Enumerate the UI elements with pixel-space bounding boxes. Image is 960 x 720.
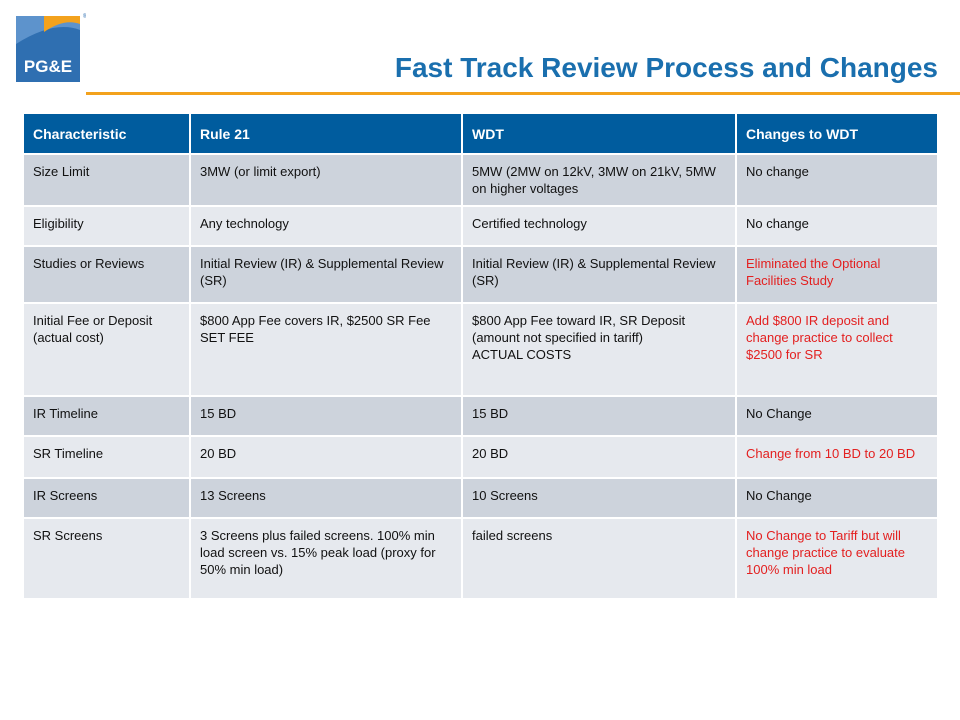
comparison-table: Characteristic Rule 21 WDT Changes to WD… <box>24 114 939 600</box>
cell-changes: No Change <box>736 478 939 519</box>
cell-characteristic: IR Timeline <box>24 396 191 437</box>
cell-characteristic: Eligibility <box>24 206 191 247</box>
cell-rule21-line: 3MW (or limit export) <box>200 164 321 179</box>
cell-rule21: Any technology <box>190 206 463 247</box>
cell-wdt: Initial Review (IR) & Supplemental Revie… <box>462 246 737 304</box>
cell-changes: No Change <box>736 396 939 437</box>
cell-wdt: 5MW (2MW on 12kV, 3MW on 21kV, 5MW on hi… <box>462 154 737 207</box>
cell-changes: No change <box>736 206 939 247</box>
table-row: SR Timeline 20 BD 20 BD Change from 10 BD t… <box>24 436 939 479</box>
column-header-characteristic: Characteristic <box>24 114 191 155</box>
cell-characteristic: SR Timeline <box>24 436 191 479</box>
cell-wdt: 10 Screens <box>462 478 737 519</box>
cell-wdt-line: $800 App Fee toward IR, SR Deposit (amou… <box>472 313 686 345</box>
cell-wdt-line: 10 Screens <box>472 488 538 503</box>
cell-characteristic: Initial Fee or Deposit (actual cost) <box>24 303 191 397</box>
table-row: Initial Fee or Deposit (actual cost) $800… <box>24 303 939 397</box>
title-divider <box>86 92 960 95</box>
cell-rule21-line: Any technology <box>200 216 289 231</box>
cell-wdt-line: 15 BD <box>472 406 509 421</box>
cell-wdt-line: ACTUAL COSTS <box>472 347 572 362</box>
cell-wdt-line: 20 BD <box>472 446 509 461</box>
page-title: Fast Track Review Process and Changes <box>394 52 938 83</box>
cell-changes: Eliminated the Optional Facilities Study <box>736 246 939 304</box>
column-header-changes: Changes to WDT <box>736 114 939 155</box>
table-row: IR Timeline 15 BD 15 BD No Change <box>24 396 939 437</box>
cell-characteristic: Studies or Reviews <box>24 246 191 304</box>
column-header-rule21: Rule 21 <box>190 114 463 155</box>
cell-wdt-line: Certified technology <box>472 216 587 231</box>
cell-rule21: Initial Review (IR) & Supplemental Revie… <box>190 246 463 304</box>
cell-rule21-line: $800 App Fee covers IR, $2500 SR Fee <box>200 313 431 328</box>
table-row: SR Screens 3 Screens plus failed screens.… <box>24 518 939 600</box>
cell-wdt: $800 App Fee toward IR, SR Deposit (amou… <box>462 303 737 397</box>
cell-rule21: $800 App Fee covers IR, $2500 SR Fee SET … <box>190 303 463 397</box>
cell-rule21-line: 3 Screens plus failed screens. 100% min … <box>200 528 436 577</box>
table-row: Size Limit 3MW (or limit export) 5MW (2MW … <box>24 154 939 207</box>
pge-logo: PG&E ® <box>14 10 88 86</box>
cell-changes: Add $800 IR deposit and change practice … <box>736 303 939 397</box>
cell-rule21-line: SET FEE <box>200 330 254 345</box>
cell-characteristic: IR Screens <box>24 478 191 519</box>
cell-changes: Change from 10 BD to 20 BD <box>736 436 939 479</box>
cell-wdt-line: failed screens <box>472 528 553 543</box>
cell-wdt: 20 BD <box>462 436 737 479</box>
cell-changes: No Change to Tariff but will change prac… <box>736 518 939 600</box>
cell-wdt: 15 BD <box>462 396 737 437</box>
cell-characteristic: SR Screens <box>24 518 191 600</box>
table-row: Eligibility Any technology Certified techn… <box>24 206 939 247</box>
cell-changes: No change <box>736 154 939 207</box>
cell-wdt-line: 5MW (2MW on 12kV, 3MW on 21kV, 5MW on hi… <box>472 164 716 196</box>
svg-text:®: ® <box>83 13 86 20</box>
cell-rule21: 13 Screens <box>190 478 463 519</box>
cell-rule21-line: 13 Screens <box>200 488 266 503</box>
cell-wdt: Certified technology <box>462 206 737 247</box>
cell-characteristic: Size Limit <box>24 154 191 207</box>
table-row: IR Screens 13 Screens 10 Screens No Change <box>24 478 939 519</box>
cell-rule21: 15 BD <box>190 396 463 437</box>
cell-rule21-line: 15 BD <box>200 406 237 421</box>
table-header-row: Characteristic Rule 21 WDT Changes to WD… <box>24 114 939 155</box>
cell-rule21: 3MW (or limit export) <box>190 154 463 207</box>
table-row: Studies or Reviews Initial Review (IR) & … <box>24 246 939 304</box>
cell-rule21: 20 BD <box>190 436 463 479</box>
cell-rule21-line: Initial Review (IR) & Supplemental Revie… <box>200 256 444 288</box>
cell-wdt-line: Initial Review (IR) & Supplemental Revie… <box>472 256 716 288</box>
logo-text: PG&E <box>24 57 72 76</box>
cell-rule21-line: 20 BD <box>200 446 237 461</box>
cell-rule21: 3 Screens plus failed screens. 100% min … <box>190 518 463 600</box>
cell-wdt: failed screens <box>462 518 737 600</box>
column-header-wdt: WDT <box>462 114 737 155</box>
